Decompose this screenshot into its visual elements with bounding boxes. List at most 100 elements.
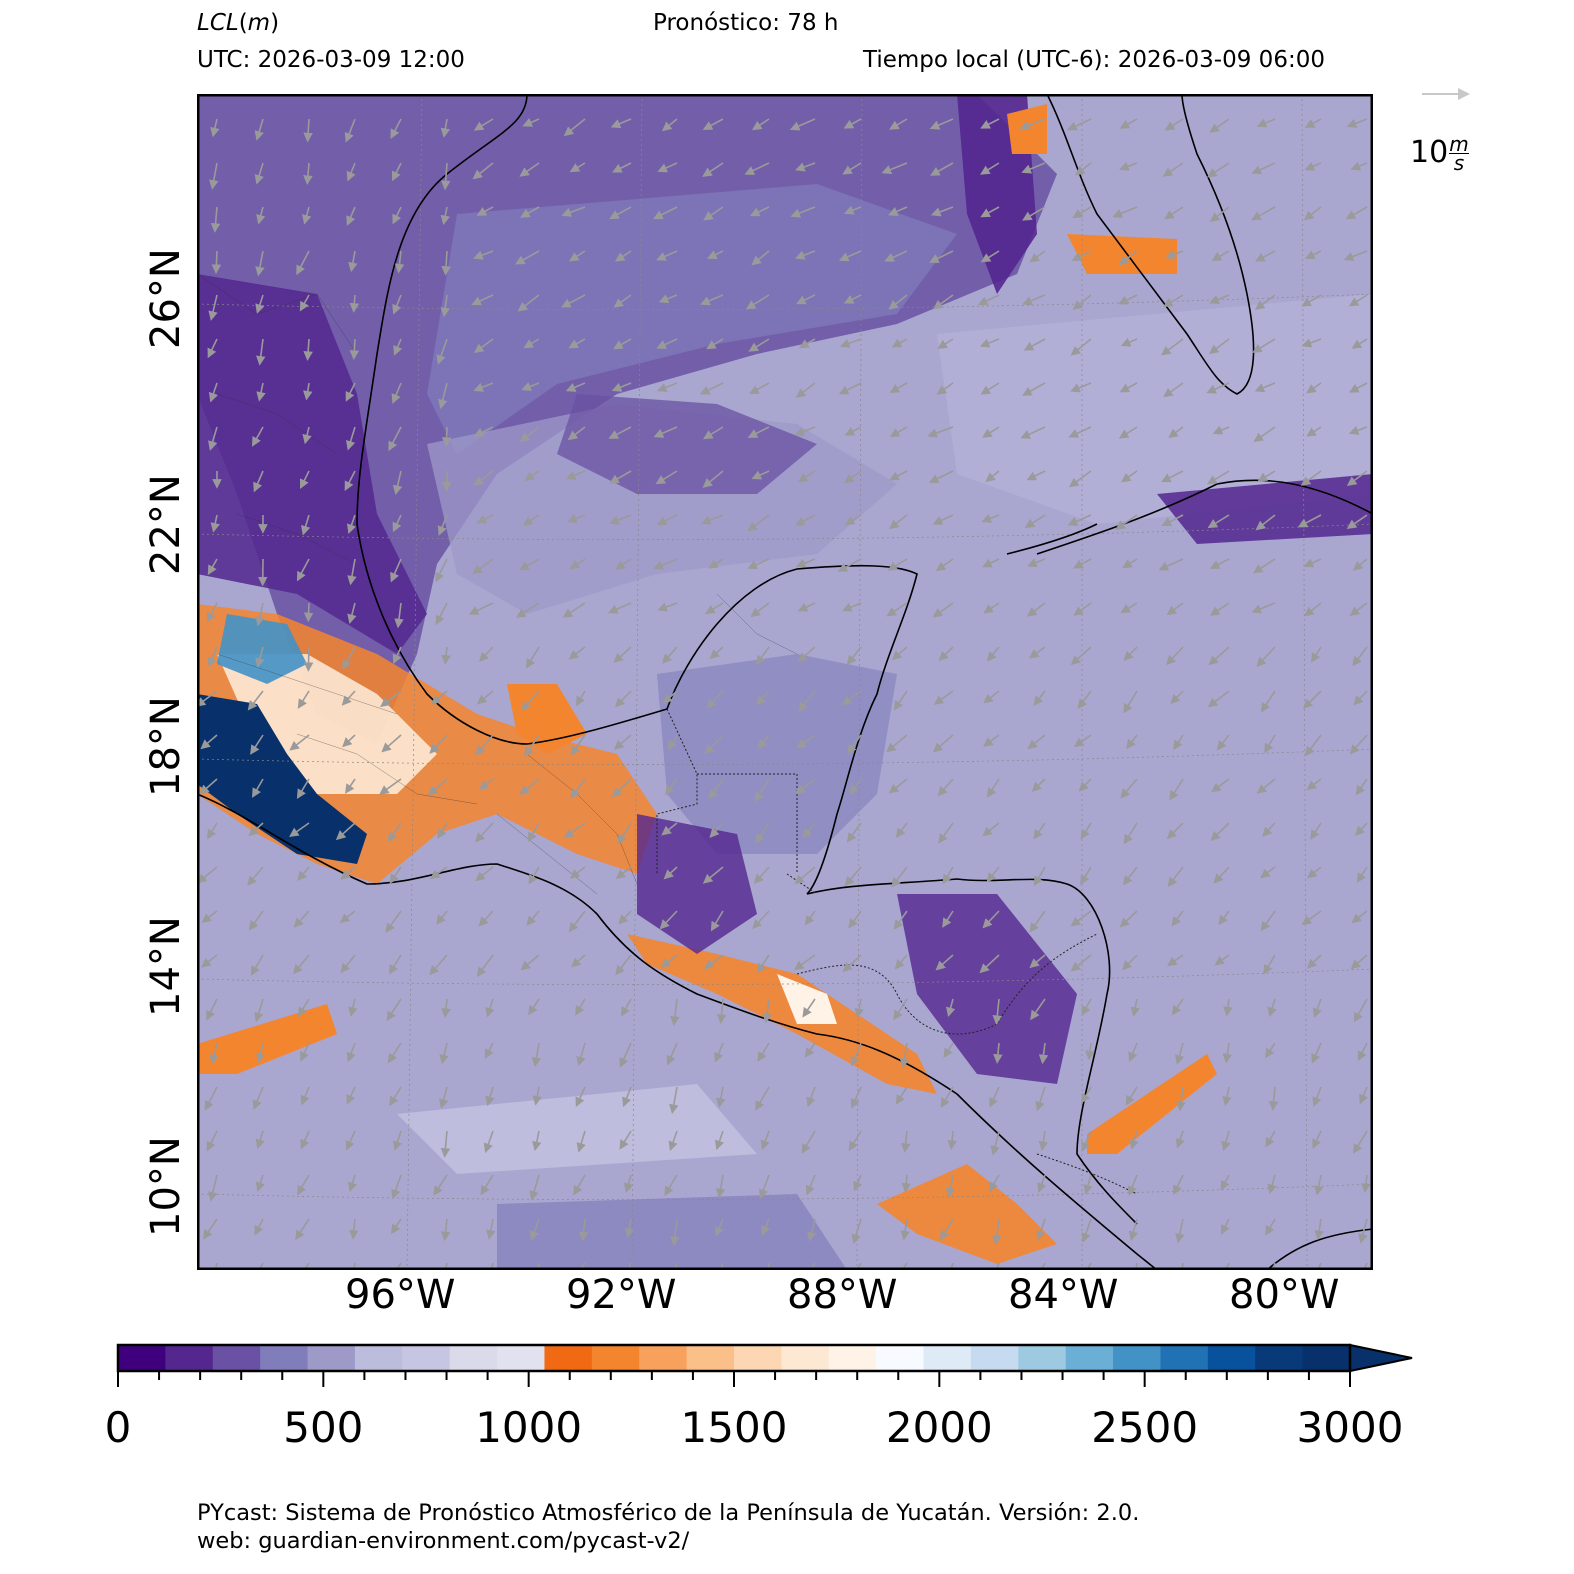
wind-vector bbox=[303, 1262, 310, 1270]
wind-vector bbox=[393, 338, 403, 356]
wind-vector bbox=[303, 162, 313, 186]
wind-vector bbox=[665, 778, 678, 796]
wind-vector bbox=[609, 206, 632, 220]
wind-vector bbox=[1119, 118, 1138, 129]
wind-vector bbox=[522, 514, 540, 526]
variable-title: LCL(m) bbox=[197, 10, 280, 36]
lat-label-26n: 26°N bbox=[143, 248, 189, 349]
colorbar-cell bbox=[591, 1345, 640, 1371]
wind-vector bbox=[755, 1086, 770, 1111]
colorbar-tick-label: 1500 bbox=[680, 1403, 788, 1452]
wind-vector bbox=[206, 998, 218, 1021]
wind-vector bbox=[762, 998, 772, 1024]
wind-vector bbox=[797, 470, 816, 483]
wind-vector bbox=[658, 294, 678, 304]
colorbar-tick-label: 2500 bbox=[1091, 1403, 1199, 1452]
wind-vector bbox=[1073, 734, 1092, 748]
wind-vector bbox=[1118, 250, 1138, 266]
wind-vector bbox=[387, 822, 402, 843]
wind-vector bbox=[1170, 690, 1184, 705]
vector-legend-label: 10 m s bbox=[1410, 134, 1469, 173]
wind-vector bbox=[1305, 250, 1322, 260]
wind-vector bbox=[1120, 470, 1138, 483]
wind-vector bbox=[1207, 514, 1230, 529]
colorbar-cell bbox=[402, 1345, 451, 1371]
wind-vector bbox=[1036, 1218, 1046, 1241]
wind-vector bbox=[562, 602, 586, 618]
wind-vector bbox=[1251, 162, 1276, 175]
wind-vector bbox=[1348, 382, 1368, 393]
wind-vector bbox=[615, 954, 632, 976]
wind-vector bbox=[204, 1086, 218, 1111]
field-pacific-orange bbox=[197, 1004, 337, 1074]
wind-vector bbox=[255, 602, 265, 627]
wind-vector bbox=[980, 250, 1000, 263]
colorbar-cell bbox=[497, 1345, 546, 1371]
vector-legend-value: 10 bbox=[1410, 135, 1449, 170]
wind-vector bbox=[838, 250, 862, 262]
wind-vector bbox=[484, 1042, 494, 1059]
colorbar-cell bbox=[1255, 1345, 1304, 1371]
wind-vector bbox=[1352, 558, 1368, 571]
wind-vector bbox=[1254, 294, 1276, 310]
field-mexico-blue bbox=[197, 694, 367, 864]
wind-vector bbox=[716, 1086, 726, 1108]
wind-vector bbox=[1123, 646, 1138, 661]
wind-vector bbox=[891, 338, 908, 348]
utc-time: UTC: 2026-03-09 12:00 bbox=[197, 47, 465, 73]
wind-vector bbox=[1021, 162, 1046, 174]
wind-vector bbox=[930, 206, 954, 217]
wind-vector bbox=[523, 338, 540, 349]
wind-vector bbox=[529, 1174, 540, 1201]
wind-vector bbox=[1129, 1130, 1139, 1150]
wind-vector bbox=[344, 118, 356, 143]
wind-vector bbox=[889, 382, 908, 393]
wind-vector bbox=[1125, 1086, 1138, 1106]
wind-vectors bbox=[197, 117, 1371, 1270]
wind-vector bbox=[993, 1042, 1003, 1064]
wind-vector bbox=[980, 162, 1000, 175]
wind-vector bbox=[1252, 558, 1276, 574]
wind-vector bbox=[843, 118, 862, 129]
wind-vector bbox=[1068, 470, 1092, 488]
wind-vector bbox=[253, 470, 264, 493]
wind-vector bbox=[381, 734, 402, 753]
wind-vector bbox=[841, 690, 862, 706]
wind-vector bbox=[293, 954, 310, 975]
wind-vector bbox=[1118, 294, 1138, 305]
wind-vector bbox=[211, 250, 222, 275]
wind-vector bbox=[1081, 1130, 1092, 1152]
wind-vector bbox=[428, 778, 448, 796]
wind-vector bbox=[439, 1042, 449, 1065]
wind-vector bbox=[1168, 426, 1184, 439]
wind-vector bbox=[1346, 514, 1368, 529]
wind-vector bbox=[485, 1086, 495, 1107]
wind-vector bbox=[255, 1174, 265, 1192]
wind-vector bbox=[1033, 822, 1046, 840]
wind-vector bbox=[210, 206, 221, 233]
wind-vector bbox=[1082, 1262, 1092, 1270]
wind-vector bbox=[348, 998, 358, 1017]
footer-line-1: PYcast: Sistema de Pronóstico Atmosféric… bbox=[197, 1500, 1140, 1526]
wind-vector bbox=[1024, 514, 1046, 529]
wind-vector bbox=[709, 822, 724, 838]
wind-vector bbox=[1035, 1086, 1046, 1112]
wind-vector bbox=[701, 514, 724, 525]
wind-vector bbox=[208, 382, 218, 403]
wind-vector bbox=[843, 470, 862, 484]
wind-vector bbox=[1209, 206, 1230, 223]
wind-vector bbox=[207, 338, 218, 359]
wind-vector bbox=[846, 646, 862, 666]
wind-vector bbox=[1348, 425, 1368, 435]
wind-vector bbox=[988, 1174, 1000, 1192]
wind-vector bbox=[1346, 470, 1368, 486]
wind-vector bbox=[1359, 1086, 1368, 1105]
wind-vector bbox=[888, 206, 908, 216]
wind-vector bbox=[297, 998, 310, 1017]
lcl-map bbox=[197, 94, 1373, 1270]
wind-vector bbox=[303, 338, 313, 361]
wind-vector bbox=[895, 1086, 908, 1105]
field-caribbean-light bbox=[937, 294, 1373, 524]
wind-vector bbox=[301, 514, 311, 536]
wind-vector bbox=[1073, 558, 1092, 569]
